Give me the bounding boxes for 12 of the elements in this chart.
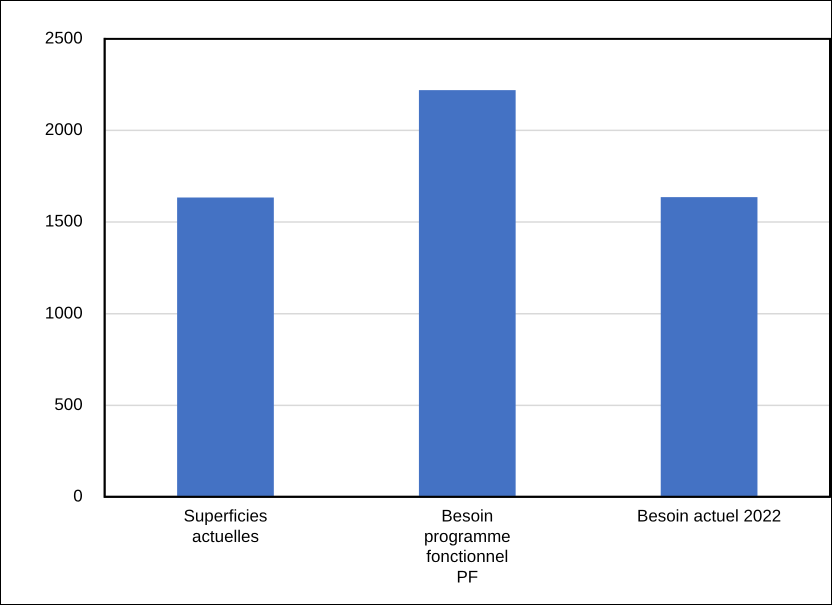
- x-tick-label: Superficies actuelles: [184, 506, 268, 546]
- bar: [660, 197, 758, 496]
- y-tick-label: 500: [54, 394, 83, 414]
- y-tick-label: 1000: [44, 303, 83, 322]
- x-tick-label: Besoin actuel 2022: [637, 506, 782, 526]
- bar: [418, 90, 516, 496]
- y-tick-label: 0: [73, 486, 83, 506]
- y-tick-label: 2500: [44, 28, 83, 48]
- y-tick-label: 2000: [44, 120, 83, 140]
- bar: [177, 197, 274, 496]
- x-tick-label: Besoin programme fonctionnel PF: [424, 506, 511, 587]
- y-tick-label: 1500: [44, 212, 83, 231]
